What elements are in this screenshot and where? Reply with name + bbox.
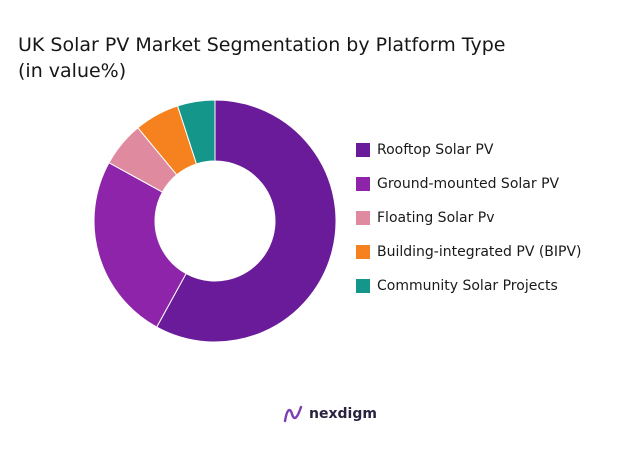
chart-title-line2: (in value%)	[18, 60, 127, 82]
donut-slice-1	[156, 99, 337, 343]
legend-item-1: Rooftop Solar PV	[356, 140, 493, 160]
legend-label: Ground-mounted Solar PV	[377, 176, 560, 192]
donut-slice-2	[93, 162, 187, 328]
legend-swatch	[356, 279, 370, 293]
brand-footer: nexdigm	[282, 402, 377, 426]
legend-item-3: Floating Solar Pv	[356, 208, 495, 228]
legend-swatch	[356, 177, 370, 191]
legend-swatch	[356, 211, 370, 225]
legend-item-4: Building-integrated PV (BIPV)	[356, 242, 582, 262]
nexdigm-logo-icon	[283, 405, 303, 423]
legend-label: Building-integrated PV (BIPV)	[377, 244, 582, 260]
legend-label: Community Solar Projects	[377, 278, 558, 294]
donut-slice-5	[176, 99, 216, 165]
chart-title: UK Solar PV Market Segmentation by Platf…	[18, 32, 618, 84]
brand-name: nexdigm	[309, 406, 377, 422]
legend-item-5: Community Solar Projects	[356, 276, 558, 296]
legend-label: Rooftop Solar PV	[377, 142, 494, 158]
legend-swatch	[356, 143, 370, 157]
legend-swatch	[356, 245, 370, 259]
legend-item-2: Ground-mounted Solar PV	[356, 174, 559, 194]
legend-label: Floating Solar Pv	[377, 210, 495, 226]
chart-title-line1: UK Solar PV Market Segmentation by Platf…	[18, 34, 506, 56]
